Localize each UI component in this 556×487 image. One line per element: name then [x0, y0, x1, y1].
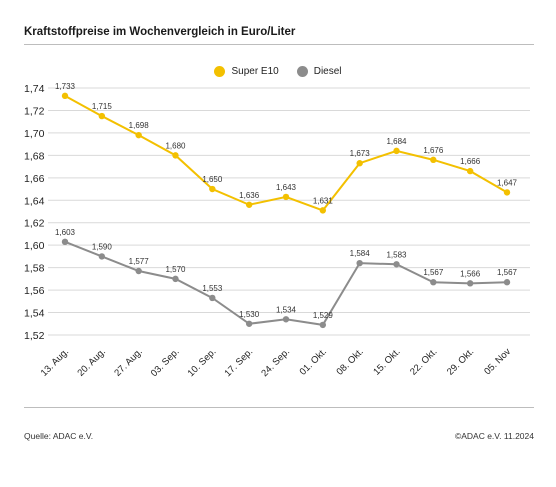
- data-point-super: [282, 193, 290, 201]
- legend: Super E10 Diesel: [0, 66, 556, 77]
- legend-item-diesel: Diesel: [296, 66, 342, 77]
- data-label-diesel: 1,553: [202, 284, 223, 293]
- data-label-diesel: 1,530: [239, 310, 260, 319]
- data-point-super: [430, 156, 437, 164]
- source-note: Quelle: ADAC e.V.: [24, 431, 94, 441]
- data-point-diesel: [503, 279, 511, 286]
- data-label-super: 1,676: [423, 146, 444, 155]
- data-label-super: 1,684: [386, 137, 407, 146]
- data-point-super: [319, 207, 327, 214]
- legend-swatch-super: [214, 66, 226, 77]
- data-label-diesel: 1,577: [129, 257, 150, 266]
- x-tick-label: 27. Aug.: [112, 346, 144, 378]
- y-tick-label: 1,54: [24, 308, 45, 320]
- data-label-diesel: 1,567: [423, 268, 444, 277]
- data-point-diesel: [282, 316, 290, 323]
- data-point-diesel: [393, 261, 400, 268]
- x-tick-label: 24. Sep.: [259, 346, 292, 379]
- data-point-super: [98, 112, 106, 120]
- data-label-super: 1,643: [276, 183, 297, 192]
- data-label-diesel: 1,534: [276, 305, 297, 314]
- data-label-super: 1,715: [92, 102, 113, 111]
- data-point-diesel: [430, 279, 437, 286]
- legend-label-super: Super E10: [231, 66, 279, 77]
- y-tick-label: 1,60: [24, 240, 45, 252]
- data-point-diesel: [356, 259, 363, 267]
- x-tick-label: 22. Okt.: [408, 346, 439, 377]
- x-tick-label: 20. Aug.: [76, 346, 108, 378]
- x-tick-label: 05. Nov: [482, 346, 513, 377]
- data-label-diesel: 1,590: [92, 242, 113, 251]
- y-tick-label: 1,62: [24, 218, 45, 230]
- y-tick-label: 1,58: [24, 263, 45, 275]
- data-label-diesel: 1,566: [460, 269, 481, 278]
- data-label-diesel: 1,584: [350, 249, 371, 258]
- x-tick-label: 01. Okt.: [298, 346, 329, 377]
- data-point-super: [61, 92, 69, 100]
- y-tick-label: 1,52: [24, 330, 45, 342]
- chart-title: Kraftstoffpreise im Wochenvergleich in E…: [24, 26, 296, 38]
- data-point-diesel: [209, 294, 216, 302]
- x-tick-label: 29. Okt.: [445, 346, 476, 377]
- bottom-divider: [24, 407, 534, 408]
- x-tick-label: 13. Aug.: [39, 346, 71, 378]
- data-point-super: [503, 189, 511, 196]
- data-point-super: [393, 147, 400, 155]
- x-tick-label: 15. Okt.: [371, 346, 402, 377]
- x-tick-label: 08. Okt.: [334, 346, 365, 377]
- data-point-diesel: [245, 320, 253, 327]
- y-tick-label: 1,68: [24, 150, 45, 162]
- data-point-super: [135, 131, 142, 139]
- y-tick-label: 1,72: [24, 105, 45, 117]
- top-divider: [24, 44, 534, 45]
- data-point-super: [209, 185, 216, 193]
- data-label-diesel: 1,583: [386, 250, 407, 259]
- legend-swatch-diesel: [296, 66, 308, 77]
- data-point-super: [172, 152, 179, 159]
- copyright-note: ©ADAC e.V. 11.2024: [454, 431, 534, 441]
- data-point-super: [356, 160, 363, 167]
- legend-item-super: Super E10: [214, 66, 279, 77]
- data-point-diesel: [319, 321, 327, 329]
- data-point-diesel: [98, 253, 106, 260]
- data-point-super: [466, 167, 474, 175]
- legend-label-diesel: Diesel: [313, 66, 342, 77]
- data-label-diesel: 1,570: [165, 265, 186, 274]
- data-label-super: 1,636: [239, 191, 260, 200]
- data-label-super: 1,631: [313, 196, 334, 205]
- data-label-super: 1,733: [55, 82, 76, 91]
- y-tick-label: 1,70: [24, 128, 45, 140]
- data-label-super: 1,650: [202, 175, 223, 184]
- data-label-super: 1,680: [165, 141, 186, 150]
- data-label-diesel: 1,529: [313, 311, 334, 320]
- data-point-diesel: [172, 275, 179, 283]
- data-label-diesel: 1,567: [497, 268, 518, 277]
- data-label-super: 1,698: [129, 121, 150, 130]
- data-point-super: [245, 201, 253, 208]
- data-label-super: 1,666: [460, 157, 481, 166]
- x-tick-label: 03. Sep.: [149, 346, 182, 379]
- data-label-super: 1,647: [497, 178, 518, 187]
- y-tick-label: 1,74: [24, 83, 45, 95]
- data-label-diesel: 1,603: [55, 228, 76, 237]
- y-tick-label: 1,64: [24, 195, 45, 207]
- data-point-diesel: [61, 238, 69, 246]
- data-point-diesel: [466, 280, 474, 287]
- data-label-super: 1,673: [350, 149, 371, 158]
- y-tick-label: 1,56: [24, 285, 45, 297]
- y-tick-label: 1,66: [24, 173, 45, 185]
- x-tick-label: 10. Sep.: [186, 346, 219, 379]
- data-point-diesel: [135, 267, 142, 275]
- x-tick-label: 17. Sep.: [222, 346, 255, 379]
